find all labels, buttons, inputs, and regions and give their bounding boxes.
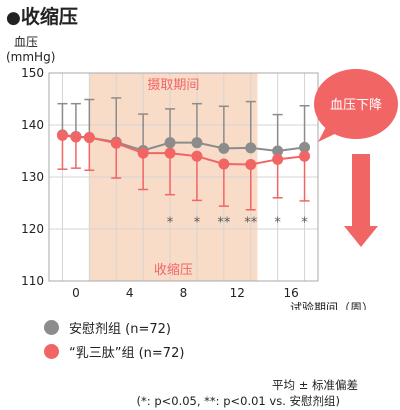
- y-axis-label-line1: 血压: [14, 35, 38, 49]
- significance-marker: *: [167, 215, 174, 230]
- x-axis-label: 试验期间（周）: [290, 300, 374, 310]
- data-point-tripeptide: [218, 158, 230, 170]
- region-label: 收缩压: [154, 262, 193, 278]
- x-tick-label: 4: [126, 286, 134, 300]
- data-point-placebo: [299, 141, 311, 153]
- data-point-placebo: [245, 142, 257, 154]
- data-point-placebo: [191, 137, 203, 149]
- data-point-tripeptide: [272, 153, 284, 165]
- data-point-tripeptide: [70, 131, 82, 143]
- legend-item-placebo: 安慰剂组 (n=72): [44, 318, 171, 337]
- data-point-tripeptide: [245, 159, 257, 171]
- data-point-tripeptide: [164, 147, 176, 159]
- legend-marker-tripeptide: [44, 344, 59, 359]
- significance-marker: **: [244, 215, 258, 230]
- plot-border: [48, 72, 319, 282]
- intake-period-label: 摄取期间: [147, 78, 199, 93]
- down-arrow-shaft: [352, 154, 370, 226]
- callout-text: 血压下降: [330, 98, 382, 113]
- legend-label-placebo: 安慰剂组 (n=72): [69, 322, 171, 337]
- callout-bubble: [314, 69, 398, 139]
- stat-note-significance: (*: p<0.05, **: p<0.01 vs. 安慰剂组): [136, 394, 340, 408]
- y-tick-label: 140: [21, 118, 44, 132]
- chart-title-text: 收缩压: [20, 6, 78, 28]
- chart-title: ●收缩压: [6, 2, 78, 29]
- legend-item-tripeptide: “乳三肽”组 (n=72): [44, 342, 184, 361]
- data-point-placebo: [218, 142, 230, 154]
- legend-marker-placebo: [44, 320, 59, 335]
- data-point-placebo: [272, 145, 284, 157]
- y-tick-label: 110: [21, 274, 44, 288]
- data-point-tripeptide: [110, 137, 122, 149]
- y-tick-label: 150: [21, 66, 44, 80]
- down-arrow-icon: [344, 226, 378, 247]
- x-tick-label: 12: [230, 286, 245, 300]
- data-point-placebo: [164, 137, 176, 149]
- data-point-tripeptide: [137, 147, 149, 159]
- significance-marker: *: [274, 215, 281, 230]
- data-point-tripeptide: [191, 150, 203, 162]
- data-point-tripeptide: [83, 131, 95, 143]
- y-axis-label-line2: (mmHg): [6, 50, 55, 64]
- blood-pressure-chart: 110 120 130 140 150 0 4 8 12 16 血压(mmHg) 试验期间（周） 摄取期…: [6, 35, 398, 310]
- legend-label-tripeptide: “乳三肽”组 (n=72): [69, 346, 185, 361]
- stat-note-mean-sd: 平均 ± 标准偏差: [272, 378, 358, 392]
- y-tick-label: 120: [21, 222, 44, 236]
- title-bullet-icon: ●: [6, 8, 21, 28]
- y-tick-label: 130: [21, 170, 44, 184]
- data-point-tripeptide: [56, 129, 68, 141]
- data-point-tripeptide: [299, 150, 311, 162]
- significance-marker: *: [301, 215, 308, 230]
- significance-marker: **: [217, 215, 231, 230]
- significance-marker: *: [194, 215, 201, 230]
- x-tick-label: 16: [283, 286, 298, 300]
- x-tick-label: 8: [180, 286, 188, 300]
- x-tick-label: 0: [72, 286, 80, 300]
